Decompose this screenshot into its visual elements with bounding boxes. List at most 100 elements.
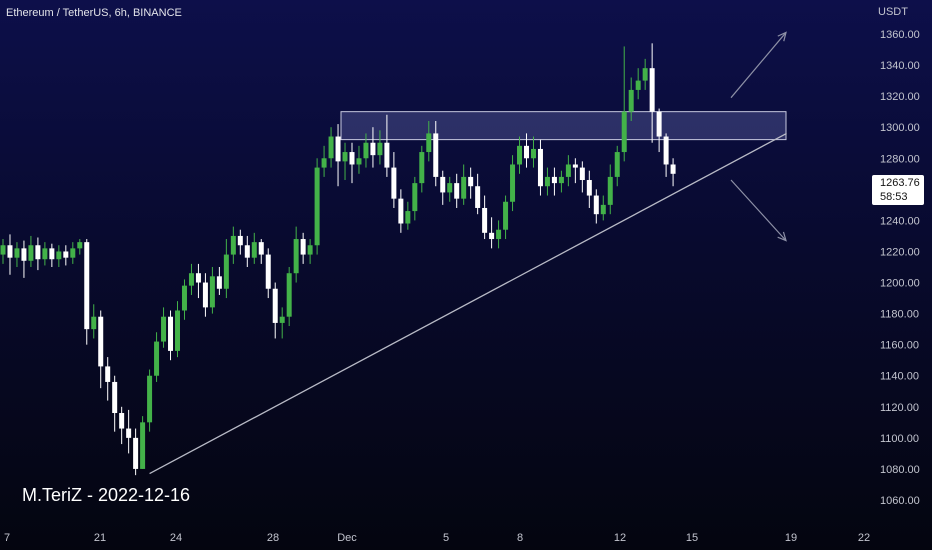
candle-body	[105, 366, 111, 382]
candle-body	[649, 68, 655, 112]
support-trendline	[149, 132, 787, 475]
projection-arrowhead	[777, 231, 787, 242]
projection-arrow	[730, 179, 787, 241]
candle-body	[230, 235, 236, 255]
candle-body	[537, 148, 543, 187]
candle-body	[293, 239, 299, 274]
candle-body	[496, 229, 502, 240]
symbol-title[interactable]: Ethereum / TetherUS, 6h, BINANCE	[6, 7, 182, 19]
candle-body	[656, 111, 662, 137]
candle-body	[175, 310, 180, 351]
trendline-layer	[149, 31, 787, 475]
y-tick-label: 1080.00	[880, 464, 920, 476]
candle-body	[586, 180, 592, 196]
x-tick-label: 8	[517, 532, 523, 544]
candle-body	[517, 145, 523, 165]
candle-body	[321, 158, 327, 168]
candle-body	[335, 136, 341, 162]
candle-body	[209, 276, 215, 308]
candle-body	[28, 245, 34, 261]
y-tick-label: 1340.00	[880, 60, 920, 72]
candle-body	[621, 111, 627, 153]
y-tick-label: 1220.00	[880, 246, 920, 258]
y-tick-label: 1180.00	[880, 309, 919, 321]
candle-body	[244, 245, 250, 258]
y-tick-label: 1280.00	[880, 153, 920, 165]
candle-body	[579, 167, 585, 181]
bar-countdown: 58:53	[880, 191, 908, 203]
candle-body	[202, 282, 208, 308]
candle-body	[251, 242, 257, 258]
candle-body	[447, 183, 453, 193]
candle-body	[258, 242, 264, 255]
candle-body	[607, 176, 613, 205]
candle-body	[98, 316, 104, 367]
candle-body	[14, 248, 20, 258]
candle-body	[454, 183, 460, 199]
candle-body	[565, 164, 571, 177]
y-tick-label: 1320.00	[880, 91, 920, 103]
candle-body	[572, 164, 578, 168]
candle-body	[440, 176, 446, 193]
y-tick-label: 1140.00	[880, 371, 919, 383]
y-tick-label: 1120.00	[880, 402, 919, 414]
candle-body	[77, 242, 83, 249]
author-watermark: M.TeriZ - 2022-12-16	[22, 485, 191, 505]
candle-body	[314, 167, 320, 246]
last-price: 1263.76	[880, 177, 920, 189]
candle-body	[461, 176, 467, 199]
candle-body	[419, 152, 425, 184]
candle-body	[286, 273, 292, 317]
candle-body	[544, 176, 550, 187]
y-tick-label: 1360.00	[880, 29, 920, 41]
candle-body	[370, 142, 376, 156]
candle-body	[84, 242, 90, 330]
y-tick-label: 1240.00	[880, 215, 920, 227]
resistance-zone-layer	[340, 111, 787, 141]
x-tick-label: Dec	[337, 532, 357, 544]
candle-body	[140, 422, 146, 469]
candle-body	[181, 285, 187, 311]
x-tick-label: 22	[858, 532, 870, 544]
candle-body	[468, 176, 474, 187]
candle-body	[147, 375, 153, 423]
candle-body	[112, 381, 118, 414]
candle-body	[70, 248, 76, 258]
candle-body	[558, 176, 564, 184]
candle-body	[377, 142, 383, 156]
candle-body	[133, 437, 139, 469]
x-tick-label: 21	[94, 532, 106, 544]
y-tick-label: 1200.00	[880, 278, 920, 290]
candle-body	[279, 316, 285, 323]
y-tick-label: 1160.00	[880, 340, 919, 352]
candle-body	[426, 133, 432, 153]
candle-body	[63, 251, 69, 258]
candle-body	[363, 142, 369, 159]
time-axis[interactable]: 7 21 24 28 Dec 5 8 12 15 19 22	[4, 532, 870, 544]
candle-body	[7, 245, 13, 258]
candle-body	[391, 167, 397, 199]
candle-body	[161, 316, 167, 342]
candle-body	[475, 186, 481, 208]
candle-body	[384, 142, 390, 168]
price-axis[interactable]: 1060.00 1080.00 1100.00 1120.00 1140.00 1160.…	[880, 29, 920, 507]
candle-body	[272, 288, 278, 323]
candle-body	[216, 276, 222, 289]
candle-body	[307, 245, 313, 255]
candle-body	[265, 254, 271, 289]
candle-body	[433, 133, 439, 177]
candle-body	[42, 248, 48, 260]
candle-body	[21, 248, 27, 261]
x-tick-label: 19	[785, 532, 797, 544]
x-tick-label: 28	[267, 532, 279, 544]
x-tick-label: 15	[686, 532, 698, 544]
candle-body	[0, 245, 6, 255]
candle-layer	[0, 43, 676, 476]
candle-body	[510, 164, 516, 202]
candle-body	[642, 68, 648, 81]
candle-body	[503, 201, 509, 230]
candle-body	[35, 245, 41, 260]
candle-body	[154, 341, 160, 376]
resistance-zone	[340, 111, 787, 141]
